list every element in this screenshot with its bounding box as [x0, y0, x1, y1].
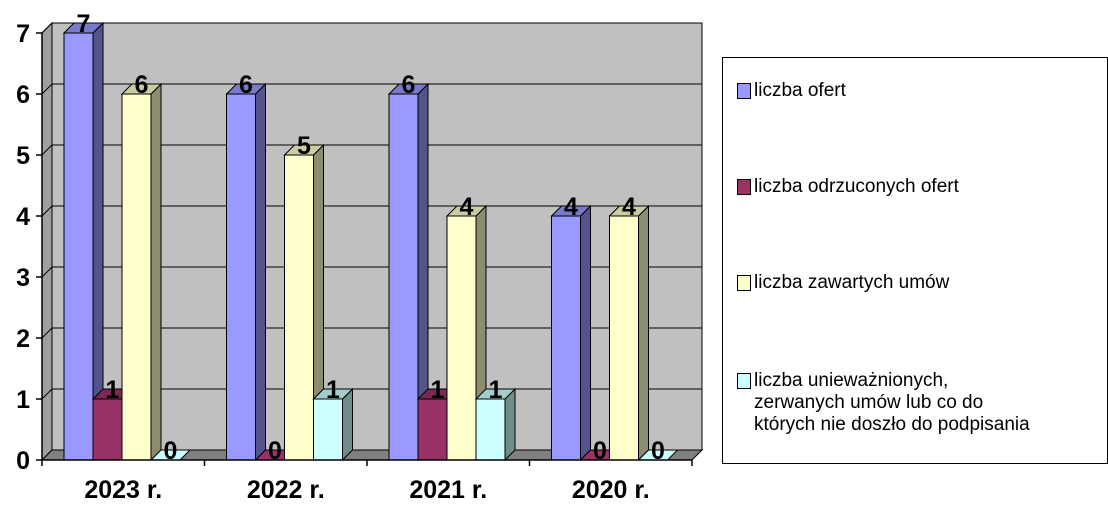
data-labels: 7 1 6 0 6 0 5 1 6 1 4 1 4 0 4 0: [77, 10, 665, 465]
bar-front: [121, 93, 152, 461]
legend-swatch: [737, 179, 751, 195]
data-label: 6: [135, 71, 149, 99]
data-label: 4: [622, 193, 636, 221]
y-tick-label: 1: [16, 386, 30, 414]
x-tick-label: 2022 r.: [247, 476, 325, 504]
data-label: 6: [402, 71, 416, 99]
legend-label: liczba unieważnionych, zerwanych umów lu…: [754, 370, 1030, 435]
data-label: 4: [460, 193, 474, 221]
data-label: 0: [593, 437, 607, 465]
data-label: 1: [326, 376, 340, 404]
bar: [62, 21, 105, 462]
bar-front: [63, 32, 94, 461]
x-tick-label: 2020 r.: [572, 476, 650, 504]
y-tick-label: 3: [16, 264, 30, 292]
bar-front: [284, 154, 314, 461]
bar-front: [551, 215, 581, 461]
legend-label: liczba odrzuconych ofert: [754, 176, 959, 197]
y-tick-label: 2: [16, 325, 30, 353]
legend-item-contracts: liczba zawartych umów: [737, 272, 1104, 294]
bar: [474, 387, 517, 462]
legend-label: liczba zawartych umów: [754, 272, 950, 293]
bar-side: [580, 204, 591, 462]
legend: liczba ofert liczba odrzuconych ofert li…: [722, 57, 1108, 464]
gridline-side: [41, 388, 53, 400]
data-label: 6: [239, 71, 253, 99]
x-tick-label: 2021 r.: [409, 476, 487, 504]
bar-front: [475, 398, 506, 461]
bar: [445, 204, 488, 462]
bar: [312, 387, 354, 462]
data-label: 5: [297, 132, 311, 160]
legend-swatch: [737, 373, 751, 389]
y-tick-label: 4: [16, 203, 30, 231]
bar-chart: 7 1 6 0 6 0 5 1 6 1 4 1 4 0 4 0 0 1 2 3 4 5 6 7 2023 r. 2022 r. 2…: [16, 10, 704, 504]
y-tick-label: 6: [16, 81, 30, 109]
bar: [120, 82, 163, 462]
legend-item-offers: liczba ofert: [737, 80, 1104, 102]
bar-side: [342, 387, 353, 462]
gridline-side: [41, 205, 53, 217]
bar-top: [445, 205, 488, 217]
legend-swatch: [737, 83, 751, 99]
data-label: 1: [431, 376, 445, 404]
gridline-side: [41, 266, 53, 278]
data-label: 7: [77, 10, 91, 38]
legend-item-cancelled: liczba unieważnionych, zerwanych umów lu…: [737, 370, 1104, 436]
bar-front: [92, 398, 123, 461]
axes: 0 1 2 3 4 5 6 7 2023 r. 2022 r. 2021 r. 2020 r.: [16, 20, 693, 504]
bar-top: [62, 22, 105, 34]
y-tick-label: 7: [16, 20, 30, 48]
data-label: 0: [651, 437, 665, 465]
bar: [608, 204, 650, 462]
bars: [62, 21, 679, 462]
bar-top: [550, 205, 592, 217]
y-tick-label: 5: [16, 142, 30, 170]
bar-side: [150, 82, 162, 462]
legend-item-rejected: liczba odrzuconych ofert: [737, 176, 1104, 198]
gridline-side: [41, 83, 53, 95]
x-tick-label: 2023 r.: [84, 476, 162, 504]
y-tick-label: 0: [16, 447, 30, 475]
gridline-side: [41, 327, 53, 339]
legend-label: liczba ofert: [754, 80, 846, 101]
bar-side: [638, 204, 649, 462]
bar-top: [283, 144, 325, 156]
data-label: 1: [489, 376, 503, 404]
data-label: 0: [268, 437, 282, 465]
bar-top: [608, 205, 650, 217]
bar-side: [504, 387, 516, 462]
legend-swatch: [737, 275, 751, 291]
bar-front: [388, 93, 419, 461]
bar-top: [474, 388, 517, 400]
bar-top: [225, 83, 267, 95]
bar-top: [312, 388, 354, 400]
bar-front: [609, 215, 639, 461]
gridline-side: [41, 144, 53, 156]
bar-top: [120, 83, 163, 95]
data-label: 0: [164, 437, 178, 465]
bar-side: [255, 82, 266, 462]
data-label: 1: [106, 376, 120, 404]
gridline-side: [41, 22, 53, 34]
bar-front: [226, 93, 256, 461]
data-label: 4: [564, 193, 578, 221]
bar-front: [313, 398, 343, 461]
bar: [225, 82, 267, 462]
bar: [550, 204, 592, 462]
bar-front: [446, 215, 477, 461]
bar-top: [387, 83, 430, 95]
bar-front: [417, 398, 448, 461]
